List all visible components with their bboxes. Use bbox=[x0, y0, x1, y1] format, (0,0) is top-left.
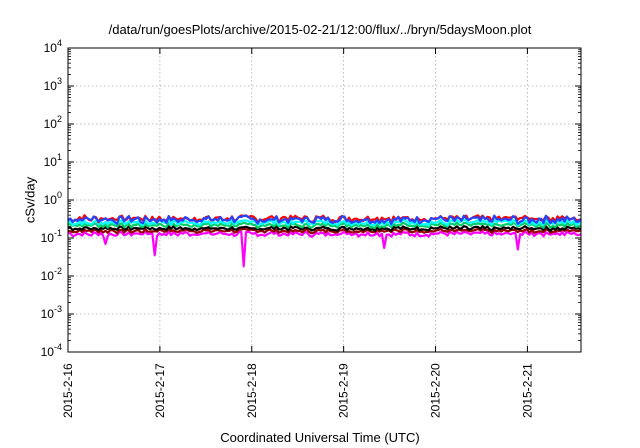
x-tick-label: 2015-2-21 bbox=[520, 363, 534, 418]
y-tick-label: 103 bbox=[44, 76, 62, 93]
y-tick-label: 100 bbox=[44, 190, 62, 207]
x-tick-label: 2015-2-20 bbox=[429, 363, 443, 418]
y-tick-label: 102 bbox=[44, 114, 62, 131]
y-tick-label: 10-2 bbox=[41, 266, 62, 283]
y-tick-label: 10-4 bbox=[41, 342, 62, 359]
series-line-3 bbox=[67, 225, 582, 232]
x-tick-label: 2015-2-19 bbox=[337, 363, 351, 418]
x-tick-label: 2015-2-18 bbox=[245, 363, 259, 418]
y-tick-label: 101 bbox=[44, 152, 62, 169]
series-line-4 bbox=[67, 221, 582, 230]
series-line-5 bbox=[67, 218, 582, 227]
y-axis-label: cSv/day bbox=[22, 176, 38, 224]
x-tick-label: 2015-2-17 bbox=[153, 363, 167, 418]
y-tick-label: 10-1 bbox=[41, 228, 62, 245]
chart-title: /data/run/goesPlots/archive/2015-02-21/1… bbox=[108, 22, 532, 37]
plot-border bbox=[67, 47, 582, 353]
series-line-7 bbox=[67, 214, 582, 226]
x-axis-label: Coordinated Universal Time (UTC) bbox=[220, 430, 420, 445]
x-tick-label: 2015-2-16 bbox=[61, 363, 75, 418]
y-tick-label: 10-3 bbox=[41, 304, 62, 321]
y-tick-label: 104 bbox=[44, 38, 62, 55]
series-line-2 bbox=[67, 227, 582, 235]
series-line-1 bbox=[67, 230, 582, 268]
